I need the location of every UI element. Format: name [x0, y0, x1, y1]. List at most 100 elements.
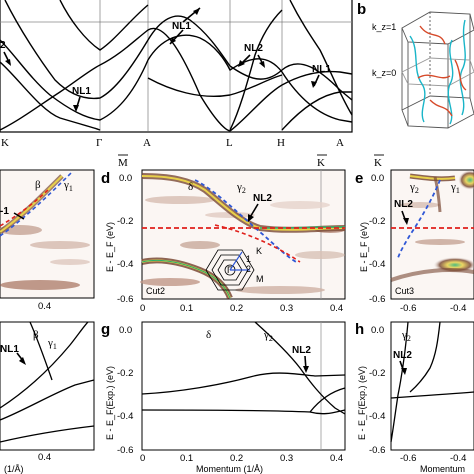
svg-text:-0.2: -0.2 [117, 216, 133, 227]
e-yticks: 0.0 -0.2 -0.4 -0.6 [369, 173, 385, 305]
f-xtick: 0.4 [38, 452, 51, 463]
beta-label-c: β [35, 179, 41, 191]
gamma1-label-f: γ1 [47, 337, 57, 351]
d-top-M: M [118, 157, 128, 169]
inset-bz [205, 249, 255, 291]
f-xlabel: (1/Å) [4, 464, 24, 474]
inset-hex-outer [205, 249, 255, 291]
panel-h: h γ2 NL2 E - E_F(Exp.) (eV) 0.0 -0.2 -0.… [355, 321, 474, 474]
cut3-label: Cut3 [395, 286, 414, 296]
h-xticks: -0.6 -0.4 [400, 453, 466, 464]
svg-text:0.3: 0.3 [280, 303, 293, 314]
arpes-texture-c [0, 225, 90, 290]
g-xticks: 0 0.1 0.2 0.3 0.4 [140, 453, 343, 464]
brillouin-zone [401, 11, 474, 129]
svg-text:-0.6: -0.6 [369, 294, 385, 305]
svg-text:-0.6: -0.6 [400, 303, 416, 314]
panel-e-frame [390, 169, 474, 300]
band-8 [229, 9, 283, 131]
svg-text:-0.6: -0.6 [117, 294, 133, 305]
nl2-label-d: NL2 [253, 193, 272, 204]
svg-text:0.1: 0.1 [180, 303, 193, 314]
g-yticks: 0.0 -0.2 -0.4 -0.6 [117, 325, 133, 456]
svg-text:-0.6: -0.6 [369, 445, 385, 456]
inset-M: M [256, 274, 264, 284]
svg-text:0.2: 0.2 [230, 303, 243, 314]
delta-label-d: δ [188, 181, 193, 193]
d-xticks: 0 0.1 0.2 0.3 0.4 [140, 303, 343, 314]
panel-d-letter: d [101, 170, 110, 187]
svg-text:0.0: 0.0 [371, 325, 384, 336]
nl1-label-right: NL1 [312, 64, 331, 75]
h-yticks: 0.0 -0.2 -0.4 -0.6 [369, 325, 385, 456]
d-yticks: 0.0 -0.2 -0.4 -0.6 [117, 173, 133, 305]
svg-text:0.2: 0.2 [230, 453, 243, 464]
svg-text:-0.4: -0.4 [117, 411, 133, 422]
svg-text:-0.4: -0.4 [369, 411, 385, 422]
svg-text:-0.4: -0.4 [450, 453, 466, 464]
gamma2-label-g: γ2 [263, 329, 273, 343]
svg-text:0.3: 0.3 [280, 453, 293, 464]
cut2-label: Cut2 [146, 286, 165, 296]
svg-text:0.0: 0.0 [119, 325, 132, 336]
k-label-A2: A [336, 137, 344, 149]
band-6 [59, 0, 149, 51]
h-bands [390, 321, 474, 443]
delta-label-g: δ [206, 329, 211, 341]
f-bands [0, 321, 95, 443]
d-ylabel: E - E_F (eV) [105, 222, 115, 272]
panel-e: e K γ2 γ1 NL2 Cut3 E - E_F (eV) 0.0 -0.2… [355, 154, 474, 314]
inset-2: 2 [246, 264, 251, 274]
beta-label-f: β [33, 329, 39, 341]
nl1-fragment-c: -1 [0, 206, 9, 217]
panel-b-letter: b [357, 1, 366, 18]
d-top-K: K [317, 157, 325, 169]
e-xticks: -0.6 -0.4 [400, 303, 466, 314]
k-label-L: L [226, 137, 233, 149]
g-bands [141, 321, 346, 415]
svg-text:0.0: 0.0 [119, 173, 132, 184]
svg-text:-0.2: -0.2 [117, 368, 133, 379]
panel-g: g δ γ2 NL2 E - E_F(Exp.) (eV) 0.0 -0.2 -… [101, 321, 346, 474]
nl2-label-g: NL2 [292, 345, 311, 356]
svg-text:-0.4: -0.4 [450, 303, 466, 314]
band-3 [4, 0, 353, 101]
nl2-label-top: NL2 [244, 43, 263, 54]
nl2-label-left: 2 [0, 40, 6, 51]
top-band-panel: NL1 NL1 NL2 NL1 2 K Γ A L H [0, 0, 353, 149]
k-label-H: H [277, 137, 285, 149]
h-ylabel: E - E_F(Exp.) (eV) [357, 366, 367, 440]
svg-text:-0.4: -0.4 [369, 259, 385, 270]
panel-e-letter: e [355, 170, 363, 187]
nl1-label-mid: NL1 [72, 86, 91, 97]
panel-h-frame [390, 321, 474, 451]
g-ylabel: E - E_F(Exp.) (eV) [105, 366, 115, 440]
panel-f-frame [0, 321, 95, 451]
inset-K: K [256, 246, 262, 256]
band-2 [0, 34, 353, 123]
dashed-blue-d [194, 179, 299, 264]
svg-text:0.1: 0.1 [180, 453, 193, 464]
nl1-label-top: NL1 [172, 21, 191, 32]
gamma1-label-c: γ1 [63, 179, 73, 193]
svg-text:0.0: 0.0 [371, 173, 384, 184]
svg-text:-0.2: -0.2 [369, 368, 385, 379]
gamma2-label-h: γ2 [401, 329, 411, 343]
svg-text:-0.6: -0.6 [117, 445, 133, 456]
svg-text:0: 0 [140, 303, 145, 314]
svg-text:0.4: 0.4 [330, 303, 343, 314]
panel-c-partial: β γ1 -1 0.4 [0, 169, 95, 312]
svg-text:0: 0 [140, 453, 145, 464]
svg-text:-0.4: -0.4 [117, 259, 133, 270]
e-ylabel: E - E_F (eV) [359, 222, 369, 272]
h-xlabel: Momentum [420, 464, 465, 474]
band-7 [147, 74, 283, 98]
k-label-K: K [1, 137, 9, 149]
nl1-label-f: NL1 [0, 344, 19, 355]
e-top-K: K [374, 157, 382, 169]
band-10 [289, 0, 353, 116]
panel-b: b k_z=1 k_z=0 [357, 1, 474, 129]
bz-mid-hex [401, 57, 474, 87]
nl2-label-e: NL2 [394, 199, 413, 210]
